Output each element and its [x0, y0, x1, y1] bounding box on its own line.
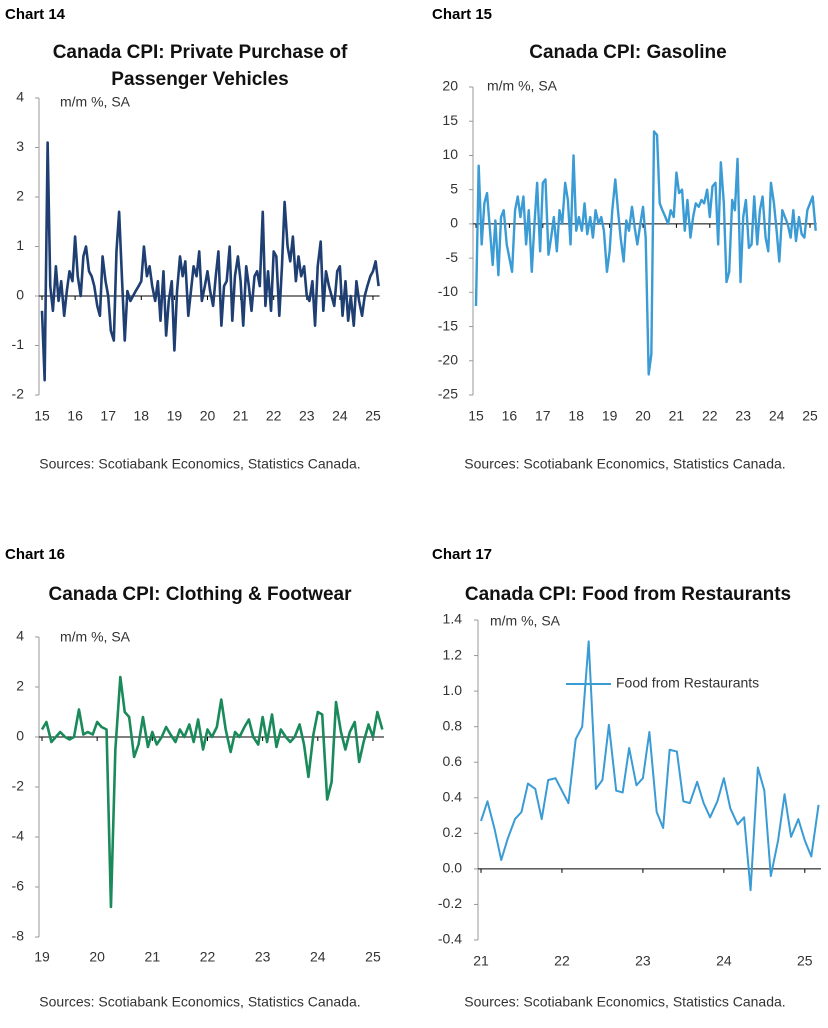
- x-tick-label: 24: [769, 408, 785, 424]
- x-tick-label: 25: [365, 949, 381, 965]
- x-tick-label: 25: [802, 408, 818, 424]
- chart-title: Canada CPI: Food from Restaurants: [465, 584, 791, 605]
- y-tick-label: -0.4: [438, 931, 462, 947]
- unit-label: m/m %, SA: [487, 78, 558, 94]
- x-tick-label: 15: [468, 408, 484, 424]
- y-tick-label: 1.4: [443, 611, 463, 627]
- y-tick-label: -8: [12, 928, 25, 944]
- y-tick-label: -5: [446, 249, 459, 265]
- data-line: [40, 141, 380, 382]
- x-tick-label: 21: [473, 953, 489, 969]
- y-tick-label: 0.4: [443, 788, 463, 804]
- x-tick-label: 20: [200, 408, 216, 424]
- y-tick-label: 5: [450, 180, 458, 196]
- y-tick-label: -4: [12, 828, 25, 844]
- x-tick-label: 18: [568, 408, 584, 424]
- y-tick-label: -6: [12, 878, 25, 894]
- chart-label: Chart 15: [432, 6, 492, 23]
- x-tick-label: 18: [134, 408, 150, 424]
- unit-label: m/m %, SA: [60, 94, 131, 110]
- x-tick-label: 17: [535, 408, 551, 424]
- x-tick-label: 22: [266, 408, 282, 424]
- y-tick-label: 0.0: [443, 860, 463, 876]
- x-tick-label: 24: [332, 408, 348, 424]
- y-tick-label: 0.8: [443, 717, 463, 733]
- source-note: Sources: Scotiabank Economics, Statistic…: [39, 456, 360, 472]
- y-tick-label: -25: [438, 386, 458, 402]
- chart-label: Chart 14: [5, 6, 66, 23]
- x-tick-label: 23: [635, 953, 651, 969]
- x-tick-label: 24: [310, 949, 326, 965]
- y-tick-label: -2: [12, 778, 25, 794]
- x-tick-label: 21: [145, 949, 161, 965]
- x-tick-label: 21: [233, 408, 249, 424]
- x-tick-label: 25: [797, 953, 813, 969]
- y-tick-label: 10: [442, 146, 458, 162]
- source-note: Sources: Scotiabank Economics, Statistic…: [464, 994, 785, 1010]
- y-tick-label: 4: [16, 89, 24, 105]
- data-line: [40, 675, 384, 909]
- x-tick-label: 23: [735, 408, 751, 424]
- y-tick-label: 4: [16, 628, 24, 644]
- y-tick-label: -1: [12, 336, 25, 352]
- x-tick-label: 25: [365, 408, 381, 424]
- chart-title: Passenger Vehicles: [111, 69, 288, 90]
- unit-label: m/m %, SA: [60, 629, 131, 645]
- x-tick-label: 17: [100, 408, 116, 424]
- x-tick-label: 19: [167, 408, 183, 424]
- data-line: [480, 640, 820, 892]
- x-tick-label: 16: [67, 408, 83, 424]
- x-tick-label: 21: [669, 408, 685, 424]
- y-tick-label: 1.0: [443, 682, 463, 698]
- x-tick-label: 23: [299, 408, 315, 424]
- x-tick-label: 19: [34, 949, 50, 965]
- x-tick-label: 24: [716, 953, 732, 969]
- y-tick-label: 0.2: [443, 824, 463, 840]
- source-note: Sources: Scotiabank Economics, Statistic…: [464, 456, 785, 472]
- y-tick-label: 0.6: [443, 753, 463, 769]
- chart-label: Chart 17: [432, 546, 492, 563]
- legend-label: Food from Restaurants: [616, 675, 759, 691]
- x-tick-label: 23: [255, 949, 271, 965]
- y-tick-label: -0.2: [438, 895, 462, 911]
- chart-title: Canada CPI: Private Purchase of: [53, 42, 348, 63]
- data-line: [474, 130, 817, 376]
- chart-title: Canada CPI: Clothing & Footwear: [49, 584, 353, 605]
- y-tick-label: 1.2: [443, 646, 463, 662]
- y-tick-label: -2: [12, 386, 25, 402]
- x-tick-label: 22: [200, 949, 216, 965]
- y-tick-label: 15: [442, 112, 458, 128]
- y-tick-label: 0: [450, 215, 458, 231]
- x-tick-label: 19: [602, 408, 618, 424]
- y-tick-label: 0: [16, 728, 24, 744]
- y-tick-label: -10: [438, 283, 458, 299]
- x-tick-label: 22: [702, 408, 718, 424]
- y-tick-label: 2: [16, 678, 24, 694]
- x-tick-label: 20: [635, 408, 651, 424]
- y-tick-label: -15: [438, 317, 458, 333]
- x-tick-label: 20: [89, 949, 105, 965]
- x-tick-label: 15: [34, 408, 50, 424]
- y-tick-label: 3: [16, 138, 24, 154]
- x-tick-label: 16: [502, 408, 518, 424]
- x-tick-label: 22: [554, 953, 570, 969]
- y-tick-label: -20: [438, 351, 458, 367]
- y-tick-label: 20: [442, 78, 458, 94]
- chart-label: Chart 16: [5, 546, 65, 563]
- unit-label: m/m %, SA: [490, 613, 561, 629]
- chart-title: Canada CPI: Gasoline: [529, 42, 726, 63]
- y-tick-label: 0: [16, 287, 24, 303]
- y-tick-label: 2: [16, 188, 24, 204]
- source-note: Sources: Scotiabank Economics, Statistic…: [39, 994, 360, 1010]
- y-tick-label: 1: [16, 237, 24, 253]
